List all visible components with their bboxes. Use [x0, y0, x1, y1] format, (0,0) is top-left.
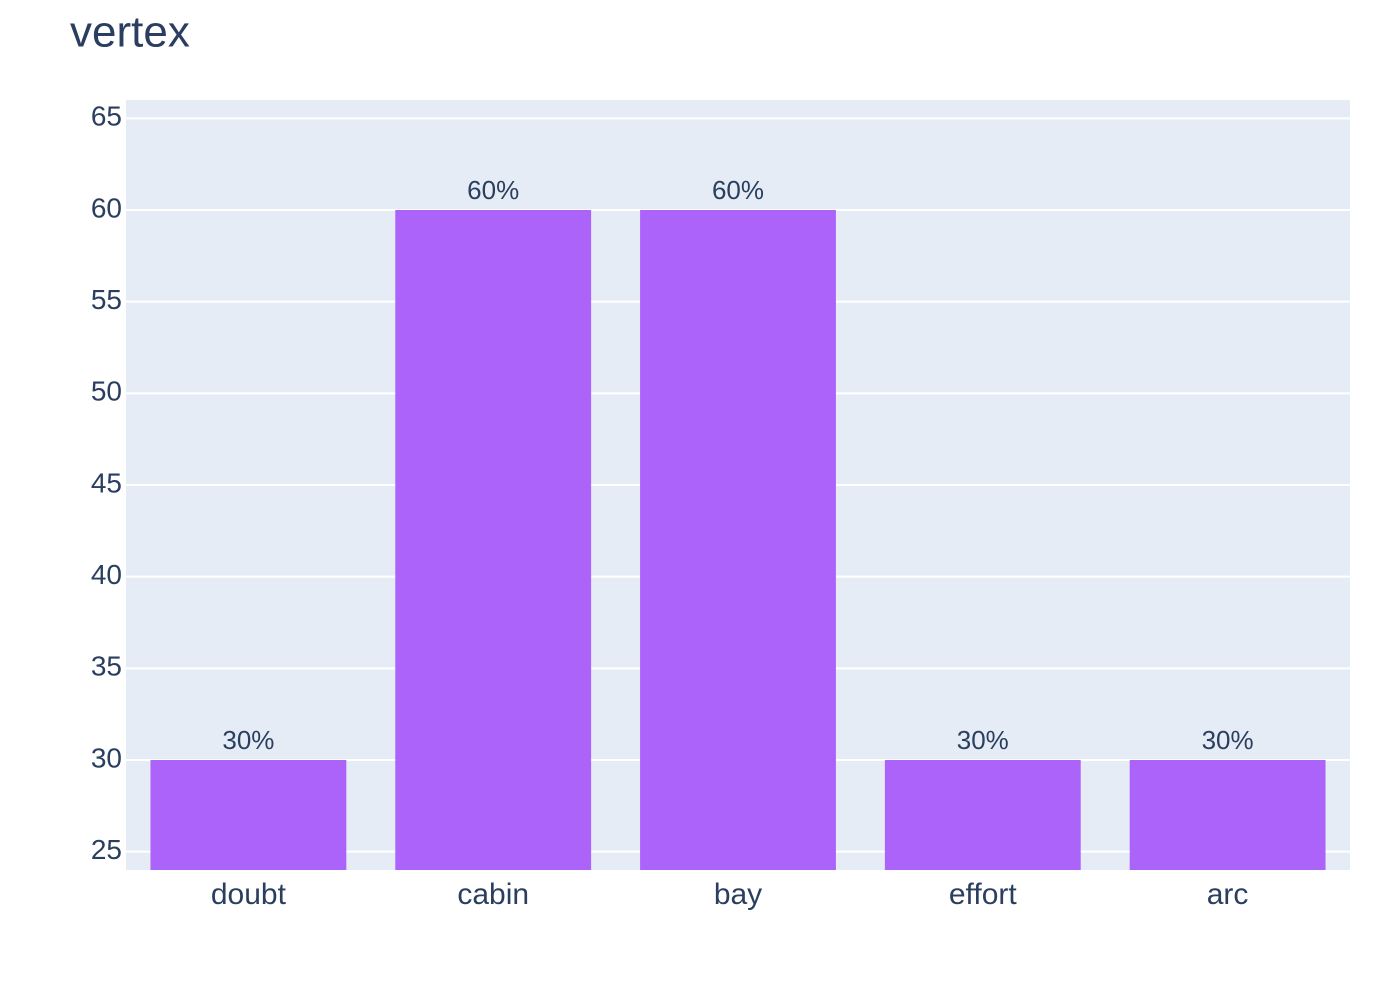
bar	[884, 760, 1081, 870]
y-tick-label: 40	[91, 559, 122, 590]
bar	[150, 760, 347, 870]
chart-title: vertex	[70, 8, 190, 57]
bar	[640, 210, 836, 870]
y-tick-label: 60	[91, 192, 122, 223]
x-tick-label: effort	[949, 878, 1017, 911]
y-tick-label: 25	[91, 834, 122, 865]
y-tick-label: 35	[91, 651, 122, 682]
y-tick-label: 45	[91, 467, 122, 498]
x-tick-label: cabin	[457, 878, 529, 911]
value-label: 30%	[957, 725, 1009, 755]
y-tick-label: 65	[91, 101, 122, 132]
bar	[1129, 760, 1326, 870]
value-label: 30%	[1202, 725, 1254, 755]
value-label: 30%	[222, 725, 274, 755]
value-label: 60%	[712, 175, 764, 205]
value-label: 60%	[467, 175, 519, 205]
y-tick-label: 50	[91, 376, 122, 407]
bar	[395, 210, 592, 870]
y-tick-label: 30	[91, 742, 122, 773]
x-tick-label: arc	[1207, 878, 1249, 911]
x-tick-label: bay	[714, 878, 762, 911]
y-tick-label: 55	[91, 284, 122, 315]
x-tick-label: doubt	[211, 878, 287, 911]
